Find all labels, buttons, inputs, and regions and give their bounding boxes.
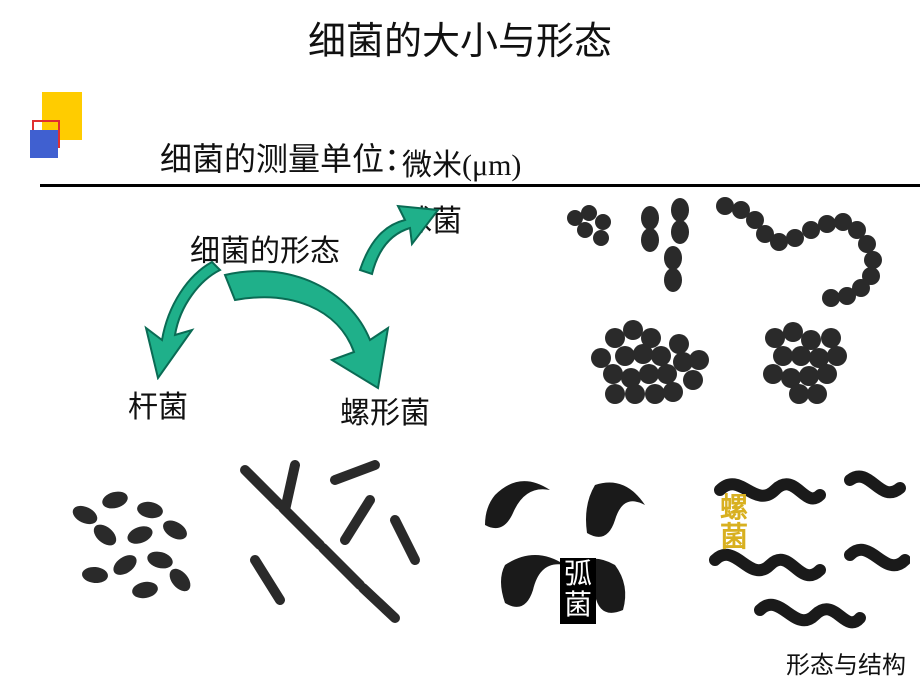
slide-title: 细菌的大小与形态 bbox=[0, 10, 920, 65]
divider-line bbox=[40, 184, 920, 187]
spirillum-label: 螺 菌 bbox=[720, 494, 748, 553]
bacillus-long-icon bbox=[225, 450, 435, 640]
arrow-to-spiral-icon bbox=[220, 260, 420, 400]
coccus-micrograph-icon bbox=[555, 188, 905, 438]
unit-label: 细菌的测量单位： bbox=[160, 134, 416, 180]
unit-value: 微米(μm) bbox=[402, 140, 521, 184]
bacillus-short-icon bbox=[55, 465, 225, 625]
footer-label: 形态与结构 bbox=[786, 645, 906, 680]
corner-decoration bbox=[30, 92, 110, 172]
arrow-to-bacillus-icon bbox=[140, 260, 230, 380]
blue-square bbox=[30, 130, 58, 158]
vibrio-label: 弧 菌 bbox=[560, 558, 596, 624]
bacillus-label: 杆菌 bbox=[128, 382, 188, 426]
